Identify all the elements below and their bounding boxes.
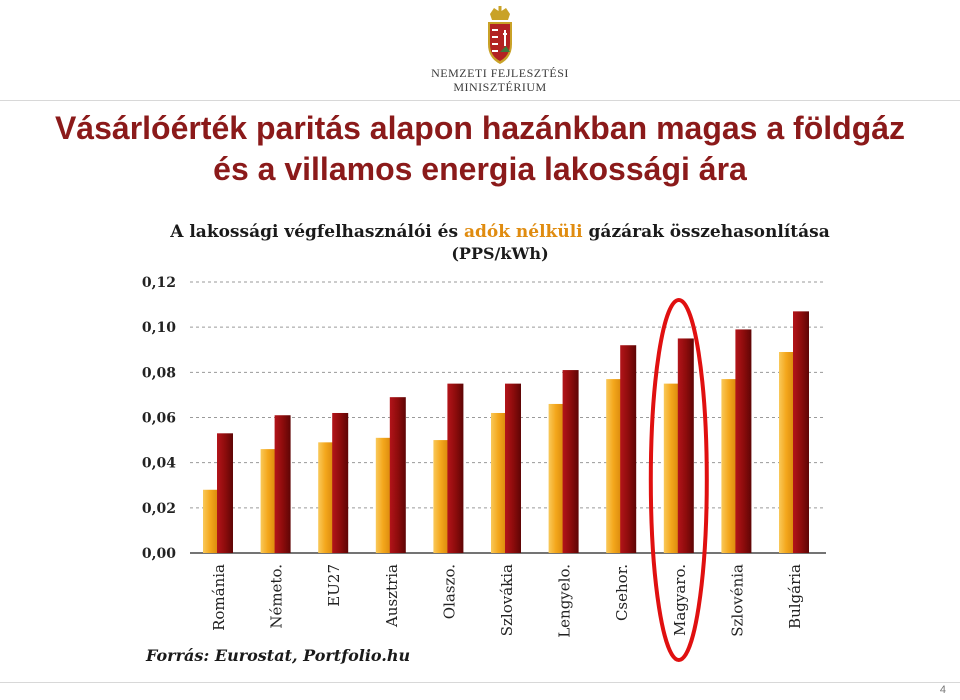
- x-tick-label: Bulgária: [786, 564, 804, 629]
- bar-series-1: [491, 412, 507, 553]
- bar-series-2: [562, 370, 579, 553]
- x-tick-label: Németo.: [268, 564, 286, 629]
- x-tick-label: Csehor.: [613, 564, 631, 621]
- bar-series-1: [260, 449, 277, 553]
- slide-title-line2: és a villamos energia lakossági ára: [213, 151, 747, 187]
- page-number: 4: [939, 684, 946, 696]
- bar-series-1: [203, 489, 219, 553]
- x-tick-label: Szlovákia: [498, 564, 516, 636]
- chart-title: A lakossági végfelhasználói és adók nélk…: [100, 222, 900, 242]
- footer-divider: [0, 682, 960, 683]
- header-divider: [0, 100, 960, 101]
- highlight-layer: [648, 298, 709, 662]
- y-tick-label: 0,06: [142, 411, 176, 427]
- ministry-name-line2: MINISZTÉRIUM: [453, 80, 547, 94]
- bar-series-2: [389, 397, 406, 553]
- chart-title-part1: A lakossági végfelhasználói és: [170, 222, 464, 242]
- bars: [203, 311, 809, 553]
- bar-series-1: [318, 442, 335, 553]
- x-tick-label: Románia: [210, 564, 228, 631]
- chart-title-part2: gázárak összehasonlítása: [582, 222, 830, 242]
- bar-series-2: [793, 311, 809, 553]
- bar-series-1: [663, 383, 680, 553]
- y-tick-label: 0,02: [142, 501, 176, 517]
- x-tick-label: Magyaro.: [671, 564, 689, 636]
- y-tick-label: 0,08: [142, 365, 176, 381]
- x-axis-ticks: Románia Németo. EU27 Ausztria Olaszo. Szlovák…: [210, 564, 804, 638]
- bar-series-2: [735, 329, 752, 553]
- coat-of-arms-icon: [488, 6, 512, 64]
- bar-series-2: [677, 338, 694, 553]
- bar-series-1: [606, 379, 623, 553]
- y-tick-label: 0,00: [142, 546, 176, 562]
- y-axis-ticks: 0,00 0,02 0,04 0,06 0,08 0,10 0,12: [142, 275, 176, 562]
- bar-series-2: [447, 383, 464, 553]
- bar-series-2: [332, 412, 349, 553]
- x-tick-label: Lengyelo.: [556, 564, 574, 638]
- bar-series-2: [274, 415, 291, 553]
- y-tick-label: 0,12: [142, 275, 176, 291]
- bar-series-1: [721, 379, 738, 553]
- y-tick-label: 0,04: [142, 456, 176, 472]
- slide-title: Vásárlóérték paritás alapon hazánkban ma…: [0, 108, 960, 190]
- y-tick-label: 0,10: [142, 320, 176, 336]
- slide-title-line1: Vásárlóérték paritás alapon hazánkban ma…: [54, 110, 906, 146]
- x-tick-label: EU27: [325, 564, 343, 607]
- x-tick-label: Szlovénia: [728, 564, 746, 637]
- bar-series-2: [620, 345, 637, 553]
- bar-series-2: [217, 433, 233, 553]
- bar-series-1: [779, 352, 795, 553]
- bar-series-1: [548, 403, 565, 553]
- x-tick-label: Olaszo.: [440, 564, 458, 619]
- bar-series-1: [375, 437, 392, 553]
- ministry-name-line1: NEMZETI FEJLESZTÉSI: [431, 66, 569, 80]
- highlight-ring: [648, 298, 709, 662]
- bar-series-2: [505, 383, 521, 553]
- chart-unit-label: (PPS/kWh): [451, 244, 549, 263]
- chart-title-highlight: adók nélküli: [463, 222, 583, 242]
- x-tick-label: Ausztria: [383, 564, 401, 628]
- bar-series-1: [433, 440, 450, 553]
- source-note: Forrás: Eurostat, Portfolio.hu: [146, 646, 411, 665]
